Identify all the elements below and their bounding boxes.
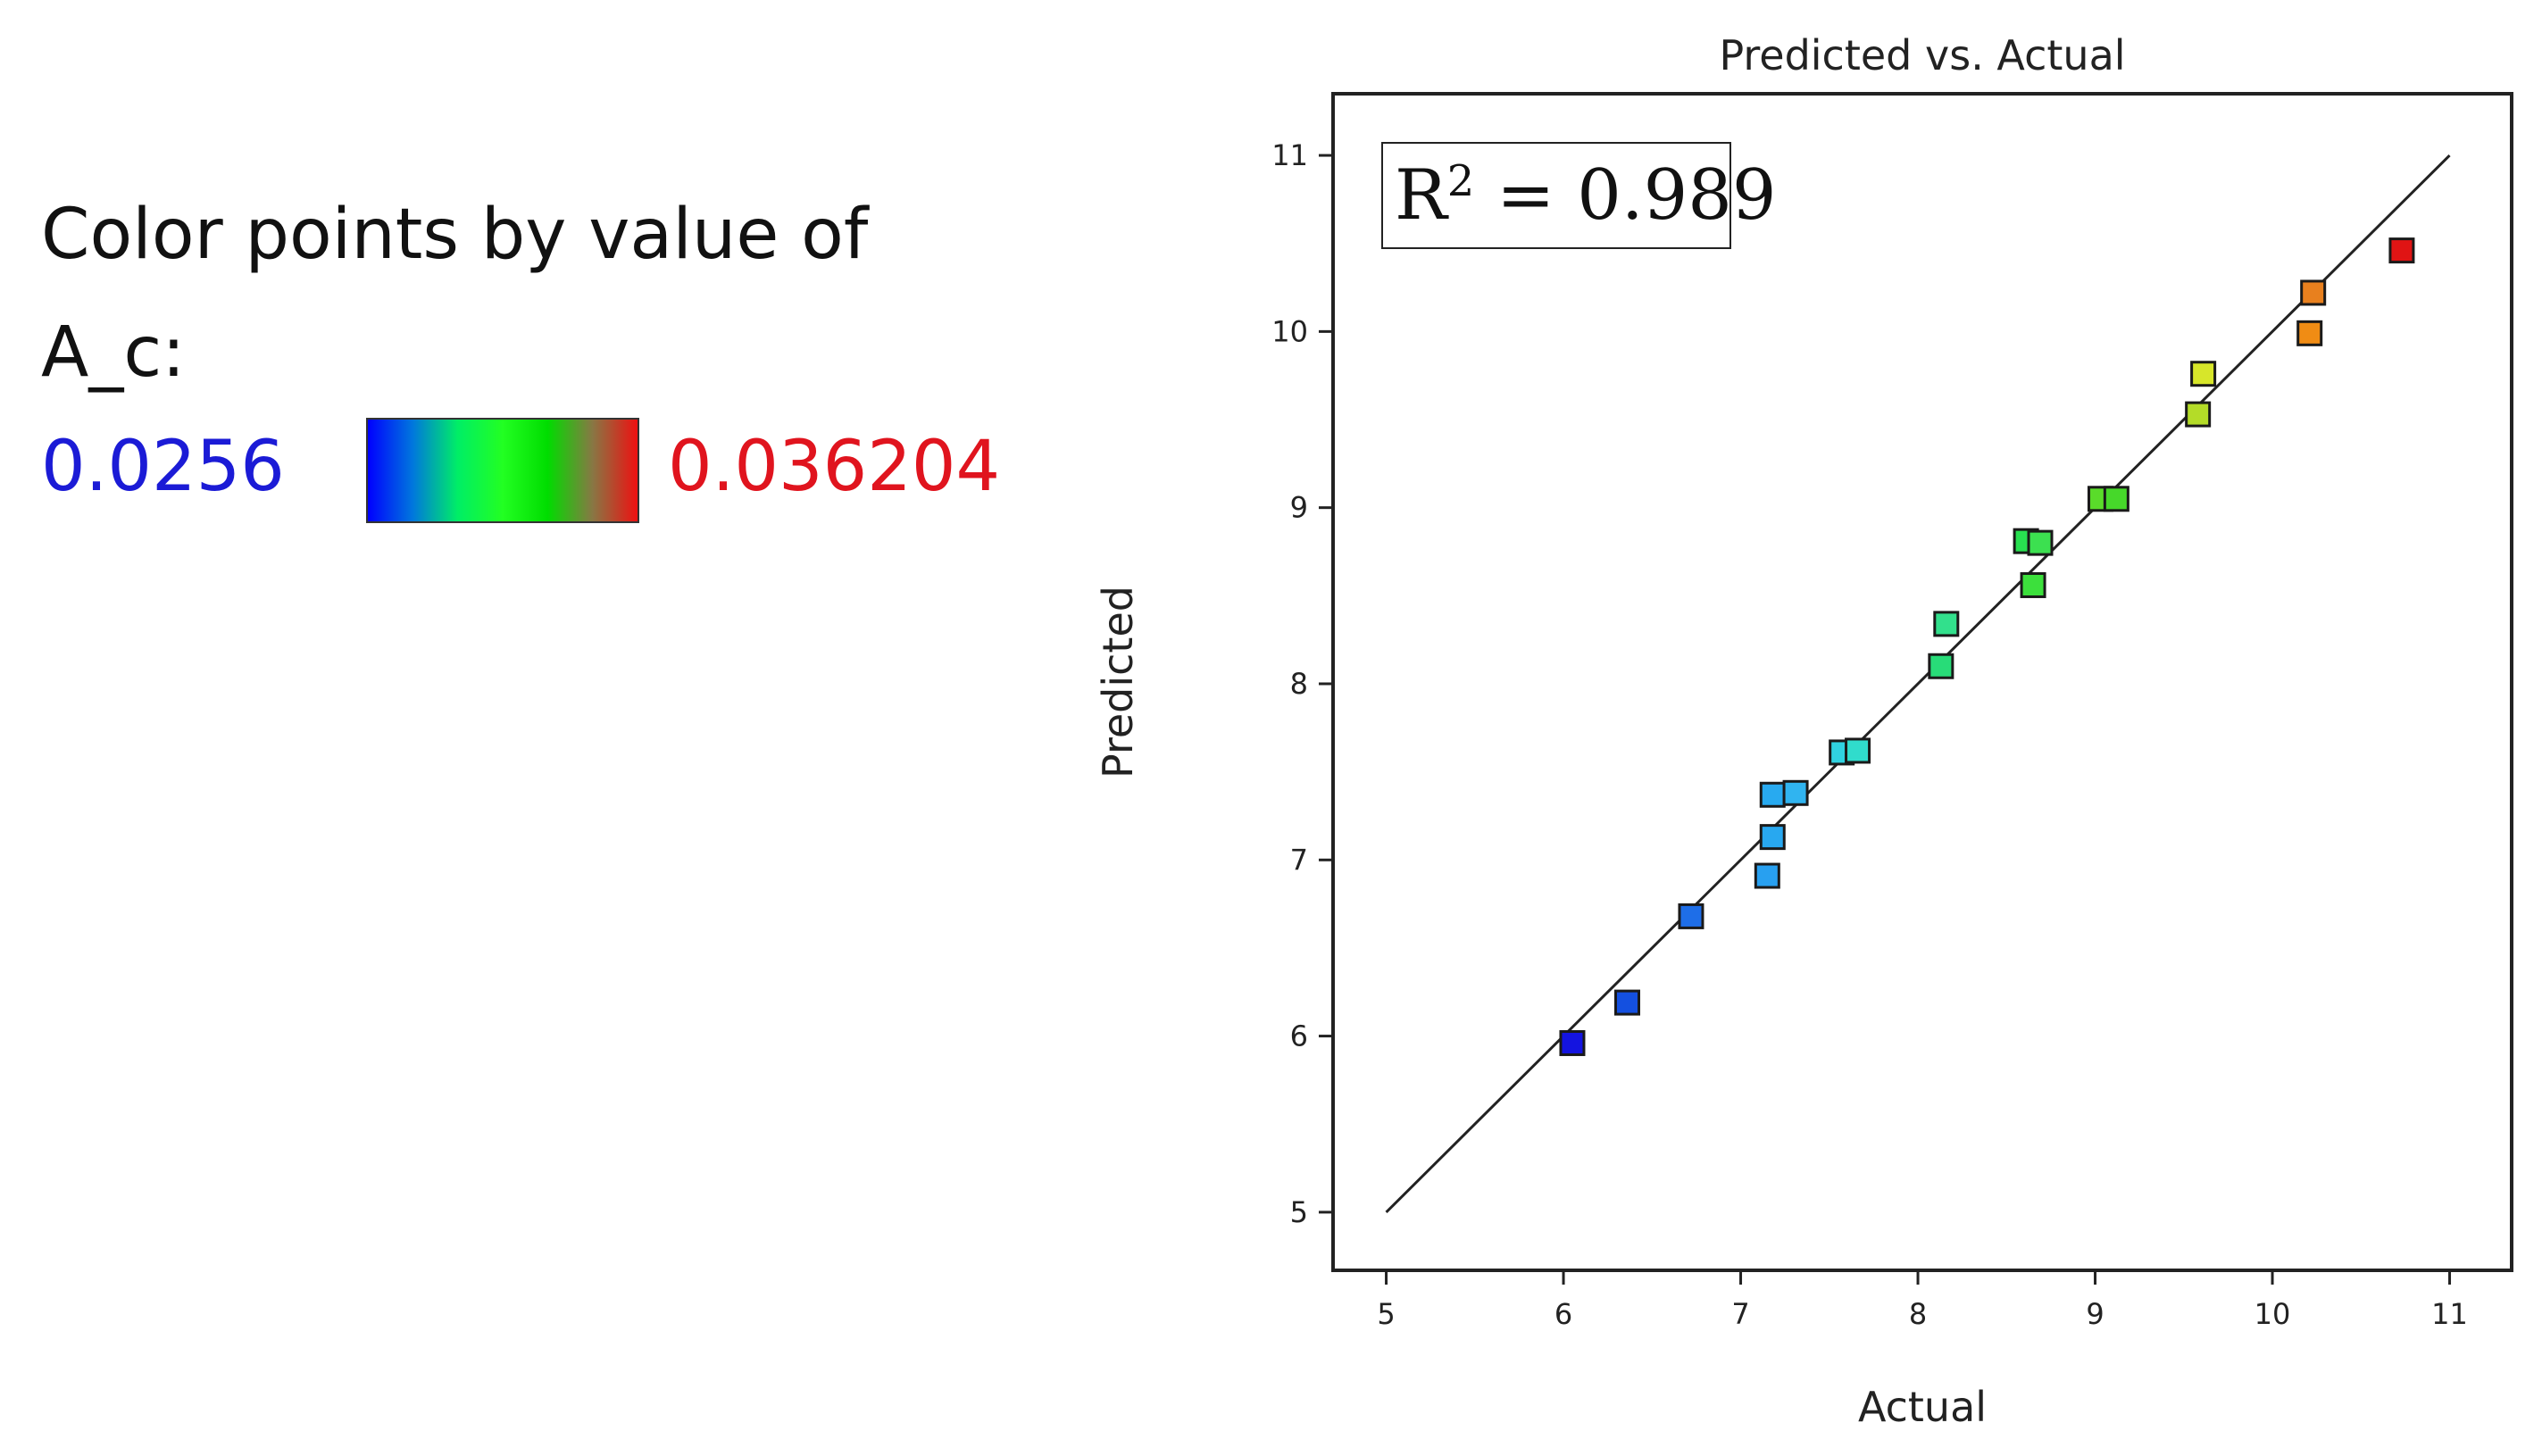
y-tick-label: 11: [1271, 138, 1308, 172]
x-tick-label: 8: [1909, 1297, 1927, 1331]
color-legend: Color points by value of A_c: 0.0256 0.0…: [41, 179, 1041, 553]
data-point: [1845, 737, 1871, 764]
data-point: [1928, 653, 1954, 679]
data-points: [1559, 237, 2415, 1056]
x-axis: 5 6 7 8 9 10 11: [1377, 1270, 2468, 1331]
x-tick-label: 5: [1377, 1297, 1395, 1331]
x-tick-label: 6: [1554, 1297, 1572, 1331]
chart-title: Predicted vs. Actual: [1719, 31, 2125, 79]
y-tick-label: 9: [1290, 491, 1308, 525]
y-tick-label: 7: [1290, 843, 1308, 877]
data-point: [1782, 779, 1809, 806]
data-point: [2190, 361, 2217, 387]
data-point: [1759, 824, 1786, 851]
x-tick-label: 7: [1731, 1297, 1749, 1331]
data-point: [2103, 486, 2129, 512]
data-point: [2300, 279, 2327, 306]
data-point: [1614, 989, 1641, 1016]
color-gradient-bar: [366, 418, 639, 523]
y-tick-label: 6: [1290, 1019, 1308, 1053]
legend-variable: A_c:: [41, 312, 186, 393]
legend-max-value: 0.036204: [668, 427, 1001, 507]
y-tick-label: 5: [1290, 1195, 1308, 1229]
x-tick-label: 9: [2086, 1297, 2104, 1331]
y-tick-label: 10: [1271, 314, 1308, 348]
x-axis-title: Actual: [1858, 1383, 1987, 1431]
data-point: [1754, 862, 1780, 889]
r-symbol: R: [1395, 155, 1449, 236]
x-tick-label: 10: [2254, 1297, 2291, 1331]
y-axis-title: Predicted: [1094, 586, 1142, 778]
data-point: [2185, 401, 2212, 428]
data-point: [1678, 903, 1704, 929]
x-tick-label: 11: [2431, 1297, 2468, 1331]
data-point: [1759, 781, 1786, 808]
r-squared-annotation: R2 = 0.989: [1381, 142, 1777, 249]
data-point: [2388, 237, 2415, 264]
data-point: [2020, 571, 2046, 598]
y-axis: 5 6 7 8 9 10 11: [1271, 138, 1333, 1229]
data-point: [1559, 1029, 1586, 1056]
data-point: [1933, 611, 1960, 637]
data-point: [2027, 529, 2054, 556]
legend-title: Color points by value of: [41, 195, 869, 275]
r-squared-box: [1381, 142, 1731, 249]
r-superscript: 2: [1447, 156, 1475, 206]
legend-min-value: 0.0256: [41, 427, 285, 507]
data-point: [2296, 320, 2323, 346]
predicted-vs-actual-chart: Predicted vs. Actual 5 6 7 8 9 10 11 5 6 7 8 9 10 11…: [1094, 31, 2513, 1431]
r-squared-value: = 0.989: [1474, 155, 1776, 236]
y-tick-label: 8: [1290, 667, 1308, 701]
r-squared-text: R2 = 0.989: [1395, 155, 1777, 236]
